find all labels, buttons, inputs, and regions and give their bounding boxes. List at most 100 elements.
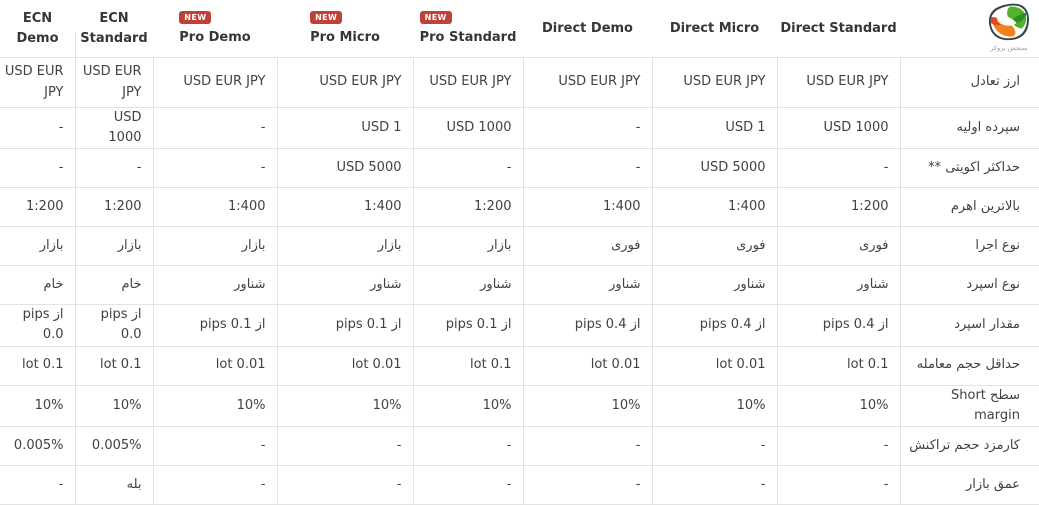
table-cell: USD EUR JPY [74, 57, 153, 108]
brand-logo-caption: سنجش بروکر [990, 44, 1028, 52]
table-row: از pips 0.0 از pips 0.0 از pips 0.1 از pips… [0, 304, 1039, 347]
table-row: 0.005% 0.005% - - - - - - کارمزد حجم تراکنش [0, 426, 1039, 466]
table-cell: - [152, 465, 277, 505]
table-cell: lot 0.1 [412, 346, 523, 386]
table-cell: - [152, 426, 277, 466]
new-badge: NEW [310, 11, 343, 24]
row-label: عمق بازار [899, 465, 1039, 505]
table-cell: - [776, 465, 900, 505]
column-header-pro-demo: NEW Pro Demo [153, 0, 277, 58]
table-cell: - [776, 426, 900, 466]
table-cell: شناور [522, 265, 652, 306]
table-cell: - [276, 426, 413, 466]
table-cell: شناور [776, 265, 900, 306]
table-cell: شناور [276, 265, 413, 306]
table-row: - بله - - - - - - عمق بازار [0, 465, 1039, 505]
table-cell: lot 0.01 [651, 346, 777, 386]
table-cell: USD 1 [276, 107, 413, 150]
row-label: نوع اجرا [899, 226, 1039, 267]
row-label: ارز تعادل [899, 57, 1039, 108]
row-label: حداکثر اکویتی ** [899, 148, 1039, 189]
column-header-direct-demo: Direct Demo [523, 0, 652, 58]
table-cell: - [412, 426, 523, 466]
table-cell: 10% [776, 385, 900, 427]
table-row: - - - USD 5000- - USD 5000- حداکثر اکویتی ** [0, 148, 1039, 189]
column-header-label: Pro Demo [179, 29, 251, 45]
table-cell: 1:400 [152, 187, 277, 228]
column-header-direct-micro: Direct Micro [652, 0, 777, 58]
table-cell: 0.005% [74, 426, 153, 466]
table-cell: - [776, 148, 900, 189]
brand-logo: سنجش بروکر [982, 3, 1036, 52]
table-cell: از pips 0.4 [776, 304, 900, 347]
brand-logo-icon [988, 3, 1029, 41]
table-cell: USD EUR JPY [276, 57, 413, 108]
table-cell: - [0, 107, 75, 150]
row-label: نوع اسپرد [899, 265, 1039, 306]
table-cell: USD 1000 [74, 107, 153, 150]
column-header-pro-standard: NEW Pro Standard [413, 0, 523, 58]
column-header-ecn-standard: ECN Standard [75, 0, 153, 58]
table-cell: - [0, 465, 75, 505]
column-header-label: Direct Standard [780, 20, 897, 36]
row-label: کارمزد حجم تراکنش [899, 426, 1039, 466]
table-cell: lot 0.01 [276, 346, 413, 386]
table-cell: شناور [412, 265, 523, 306]
table-cell: خام [74, 265, 153, 306]
table-cell: 10% [522, 385, 652, 427]
table-cell: از pips 0.0 [74, 304, 153, 347]
table-cell: 1:400 [276, 187, 413, 228]
table-cell: شناور [152, 265, 277, 306]
table-cell: فوری [776, 226, 900, 267]
table-cell: USD 1 [651, 107, 777, 150]
column-header-label: Direct Demo [541, 20, 633, 36]
column-header-label: Pro Standard [419, 29, 517, 45]
table-row: 1:200 1:200 1:400 1:400 1:200 1:400 1:400 1:200… [0, 187, 1039, 228]
new-badge: NEW [419, 11, 452, 24]
table-cell: 0.005% [0, 426, 75, 466]
table-cell: lot 0.01 [152, 346, 277, 386]
table-cell: - [74, 148, 153, 189]
table-cell: 10% [412, 385, 523, 427]
column-header-label: ECN Demo [16, 11, 59, 46]
table-cell: 10% [651, 385, 777, 427]
table-cell: 1:400 [522, 187, 652, 228]
table-cell: 10% [0, 385, 75, 427]
table-cell: USD EUR JPY [651, 57, 777, 108]
table-cell: USD EUR JPY [0, 57, 75, 108]
row-label: سطح Short margin [899, 385, 1039, 427]
table-cell: 10% [276, 385, 413, 427]
table-cell: - [651, 426, 777, 466]
table-cell: - [276, 465, 413, 505]
table-cell: lot 0.1 [776, 346, 900, 386]
table-cell: - [412, 148, 523, 189]
table-cell: - [522, 148, 652, 189]
table-row: 10% 10% 10% 10% 10% 10% 10% 10% سطح Short margin [0, 385, 1039, 427]
table-cell: شناور [651, 265, 777, 306]
column-header-label: Direct Micro [669, 20, 760, 36]
table-cell: 10% [152, 385, 277, 427]
account-type-header-row: ECN Demo ECN Standard NEW Pro Demo NEW Pro Mi… [0, 0, 1039, 58]
table-cell: USD 1000 [412, 107, 523, 150]
table-cell: 1:200 [412, 187, 523, 228]
table-cell: USD EUR JPY [776, 57, 900, 108]
table-row: خام خام شناور شناور شناور شناور شناور شناور نوع … [0, 265, 1039, 306]
table-row: USD EUR JPY USD EUR JPY USD EUR JPY USD EUR… [0, 57, 1039, 108]
table-cell: از pips 0.1 [152, 304, 277, 347]
table-cell: خام [0, 265, 75, 306]
table-cell: فوری [651, 226, 777, 267]
row-label: بالاترین اهرم [899, 187, 1039, 228]
row-label: مقدار اسپرد [899, 304, 1039, 347]
column-header-label: ECN Standard [80, 11, 148, 46]
row-label: سپرده اولیه [899, 107, 1039, 150]
table-cell: از pips 0.0 [0, 304, 75, 347]
column-header-pro-micro: NEW Pro Micro [277, 0, 413, 58]
table-cell: از pips 0.4 [651, 304, 777, 347]
table-cell: از pips 0.1 [412, 304, 523, 347]
table-cell: USD EUR JPY [412, 57, 523, 108]
table-cell: بله [74, 465, 153, 505]
table-cell: - [522, 465, 652, 505]
column-header-direct-standard: Direct Standard [777, 0, 900, 58]
table-cell: فوری [522, 226, 652, 267]
table-cell: - [522, 107, 652, 150]
